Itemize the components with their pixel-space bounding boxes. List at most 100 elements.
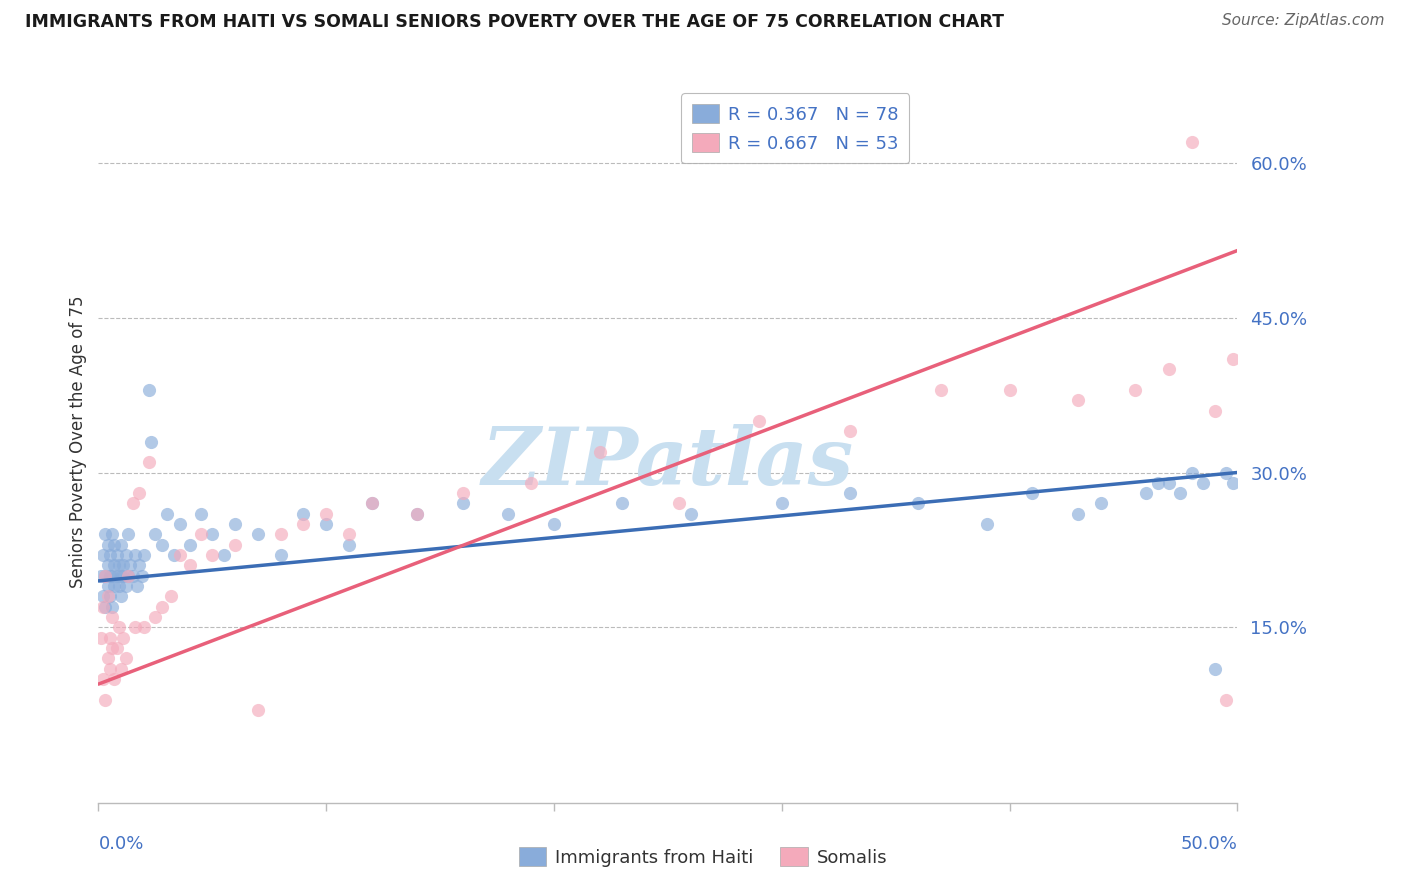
Point <box>145 610 167 624</box>
Point <box>1170 486 1192 500</box>
Point <box>169 548 191 562</box>
Point <box>98 590 121 604</box>
Point <box>124 620 146 634</box>
Point <box>451 496 474 510</box>
Point <box>114 651 136 665</box>
Point <box>1181 466 1204 480</box>
Point <box>498 507 520 521</box>
Point <box>117 527 139 541</box>
Text: ZIPatlas: ZIPatlas <box>482 425 853 502</box>
Point <box>406 507 429 521</box>
Point <box>110 662 132 676</box>
Point <box>105 640 128 655</box>
Legend: Immigrants from Haiti, Somalis: Immigrants from Haiti, Somalis <box>512 840 894 874</box>
Point <box>360 496 382 510</box>
Point <box>127 579 149 593</box>
Point <box>91 599 114 614</box>
Point <box>94 599 117 614</box>
Point <box>212 548 235 562</box>
Point <box>1204 403 1226 417</box>
Point <box>976 517 998 532</box>
Point <box>96 579 118 593</box>
Point <box>103 538 125 552</box>
Point <box>91 590 114 604</box>
Point <box>114 579 136 593</box>
Point <box>179 538 201 552</box>
Point <box>201 527 224 541</box>
Point <box>907 496 929 510</box>
Point <box>112 568 135 582</box>
Point <box>179 558 201 573</box>
Point <box>929 383 952 397</box>
Point <box>1067 507 1090 521</box>
Point <box>150 538 173 552</box>
Point <box>1135 486 1157 500</box>
Point <box>101 599 124 614</box>
Point <box>998 383 1021 397</box>
Text: IMMIGRANTS FROM HAITI VS SOMALI SENIORS POVERTY OVER THE AGE OF 75 CORRELATION C: IMMIGRANTS FROM HAITI VS SOMALI SENIORS … <box>25 13 1004 31</box>
Point <box>120 558 142 573</box>
Point <box>770 496 793 510</box>
Point <box>839 424 862 438</box>
Point <box>90 631 112 645</box>
Y-axis label: Seniors Poverty Over the Age of 75: Seniors Poverty Over the Age of 75 <box>69 295 87 588</box>
Point <box>110 590 132 604</box>
Point <box>1215 692 1237 706</box>
Legend: R = 0.367   N = 78, R = 0.667   N = 53: R = 0.367 N = 78, R = 0.667 N = 53 <box>681 93 910 163</box>
Point <box>1222 351 1244 366</box>
Point <box>1157 475 1180 490</box>
Point <box>98 662 121 676</box>
Point <box>224 517 246 532</box>
Point <box>138 455 160 469</box>
Point <box>360 496 382 510</box>
Point <box>90 568 112 582</box>
Point <box>112 631 135 645</box>
Point <box>94 527 117 541</box>
Point <box>337 538 360 552</box>
Point <box>94 568 117 582</box>
Point <box>101 640 124 655</box>
Point <box>1146 475 1168 490</box>
Point <box>101 527 124 541</box>
Point <box>190 507 212 521</box>
Point <box>451 486 474 500</box>
Point <box>117 568 139 582</box>
Point <box>121 568 143 582</box>
Point <box>543 517 565 532</box>
Point <box>1222 475 1244 490</box>
Point <box>110 568 132 582</box>
Point <box>101 568 124 582</box>
Point <box>1215 466 1237 480</box>
Point <box>101 610 124 624</box>
Point <box>117 568 139 582</box>
Point <box>406 507 429 521</box>
Point <box>156 507 179 521</box>
Point <box>270 527 292 541</box>
Point <box>103 579 125 593</box>
Point <box>128 486 150 500</box>
Point <box>588 445 610 459</box>
Point <box>668 496 690 510</box>
Point <box>96 590 118 604</box>
Text: Source: ZipAtlas.com: Source: ZipAtlas.com <box>1222 13 1385 29</box>
Point <box>292 507 315 521</box>
Point <box>98 631 121 645</box>
Point <box>839 486 862 500</box>
Point <box>1090 496 1112 510</box>
Point <box>1192 475 1215 490</box>
Point <box>103 558 125 573</box>
Text: 0.0%: 0.0% <box>98 835 143 854</box>
Point <box>131 568 153 582</box>
Point <box>150 599 173 614</box>
Point <box>1021 486 1043 500</box>
Point <box>292 517 315 532</box>
Point <box>110 538 132 552</box>
Point <box>138 383 160 397</box>
Point <box>1204 662 1226 676</box>
Point <box>91 548 114 562</box>
Point <box>94 568 117 582</box>
Point <box>145 527 167 541</box>
Point <box>520 475 543 490</box>
Point <box>124 548 146 562</box>
Point <box>1123 383 1146 397</box>
